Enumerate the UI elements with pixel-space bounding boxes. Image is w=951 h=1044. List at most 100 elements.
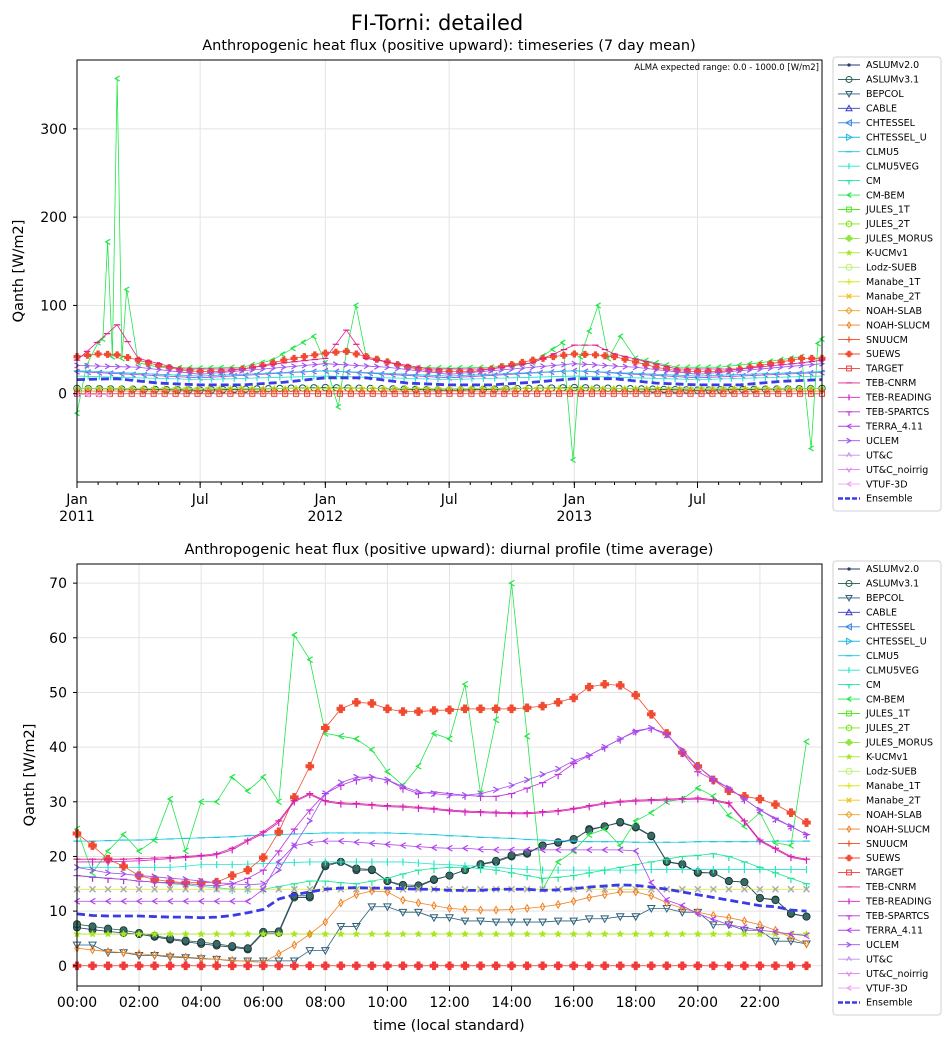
diurnal-point-aslumv3-1 (243, 944, 252, 953)
diurnal-series-uclem (73, 724, 810, 889)
timeseries-point-suews (269, 359, 277, 367)
diurnal-point-terra-4-11 (259, 885, 267, 893)
diurnal-point-uclem (229, 880, 236, 888)
diurnal-point-suews (243, 865, 253, 875)
diurnal-point-k-ucmv1 (647, 929, 656, 938)
diurnal-point-noah-slucm (617, 887, 623, 897)
diurnal-legend-entry-teb-spartcs: TEB-SPARTCS (838, 911, 929, 922)
diurnal-legend-entry-jules-2t: JULES_2T (838, 723, 910, 734)
diurnal-point-terra-4-11 (663, 896, 670, 904)
timeseries-point-target (358, 390, 365, 397)
diurnal-point-k-ucmv1 (724, 929, 733, 938)
diurnal-point-suews (181, 878, 190, 887)
timeseries-point-noah-slucm (326, 386, 332, 396)
diurnal-ytick-label: 10 (49, 904, 67, 920)
diurnal-point-suews (522, 703, 532, 713)
diurnal-point-k-ucmv1 (119, 929, 128, 938)
diurnal-point-target (150, 961, 159, 971)
diurnal-point-k-ucmv1 (523, 929, 532, 938)
timeseries-point-cm-bem (586, 327, 593, 335)
diurnal-point-uclem (570, 757, 578, 765)
timeseries-xtick-label: Jul (191, 492, 209, 508)
diurnal-point-suews (615, 681, 625, 690)
timeseries-point-uclem (673, 368, 680, 376)
timeseries-point-noah-slucm (655, 386, 661, 396)
diurnal-point-bepcol (382, 903, 392, 912)
diurnal-point-target (615, 961, 625, 971)
diurnal-legend-entry-ensemble: Ensemble (838, 998, 913, 1009)
timeseries-point-uclem (270, 365, 277, 372)
diurnal-point-noah-slucm (120, 948, 127, 958)
diurnal-point-noah-slucm (431, 901, 437, 911)
timeseries-line-ensemble (76, 376, 823, 387)
timeseries-point-target (545, 390, 552, 397)
diurnal-point-terra-4-11 (430, 844, 438, 852)
diurnal-legend-entry-manabe-2t: Manabe_2T (838, 795, 921, 806)
diurnal-point-aslumv3-1 (492, 856, 501, 865)
diurnal-point-suews (398, 707, 408, 716)
timeseries-point-target (380, 390, 387, 397)
diurnal-point-uclem (291, 842, 298, 849)
timeseries-point-target (731, 390, 738, 397)
diurnal-point-suews (305, 761, 315, 771)
timeseries-point-cm-bem (617, 333, 624, 340)
diurnal-point-cm-bem (430, 730, 438, 737)
timeseries-point-noah-slucm (775, 386, 781, 396)
timeseries-point-uclem (715, 369, 722, 376)
diurnal-point-noah-slucm (570, 896, 577, 906)
diurnal-point-cm (632, 864, 640, 870)
diurnal-xtick-label: 14:00 (491, 995, 531, 1011)
timeseries-point-uclem (405, 366, 412, 373)
diurnal-point-cm-bem (337, 732, 345, 740)
diurnal-point-cm (492, 869, 500, 875)
timeseries-point-noah-slucm (512, 386, 518, 396)
timeseries-point-noah-slucm (337, 386, 343, 396)
diurnal-point-suews (445, 705, 454, 715)
diurnal-point-k-ucmv1 (150, 929, 159, 938)
diurnal-point-target (181, 961, 190, 971)
diurnal-point-target (522, 961, 532, 971)
diurnal-legend-marker-noah-slucm (846, 825, 852, 834)
timeseries-panel: Anthropogenic heat flux (positive upward… (11, 38, 826, 525)
diurnal-point-terra-4-11 (446, 844, 453, 852)
timeseries-point-terra-4-11 (367, 370, 374, 377)
diurnal-point-teb-spartcs (539, 782, 547, 788)
timeseries-point-noah-slucm (677, 386, 683, 396)
timeseries-legend-marker-suews (845, 350, 853, 358)
timeseries-point-noah-slucm (173, 386, 179, 396)
timeseries-legend-entry-jules-morus: JULES_MORUS (838, 234, 933, 245)
diurnal-point-cm (787, 877, 795, 883)
timeseries-legend-entry-aslumv2-0: ASLUMv2.0 (838, 60, 919, 71)
diurnal-point-k-ucmv1 (693, 929, 702, 938)
diurnal-point-teb-spartcs (182, 883, 190, 889)
diurnal-point-cm (570, 874, 578, 881)
timeseries-point-noah-slucm (249, 386, 255, 396)
diurnal-point-uclem (710, 775, 717, 783)
timeseries-point-uclem (228, 368, 235, 375)
diurnal-xtick-label: 00:00 (57, 995, 97, 1011)
diurnal-point-target (305, 961, 315, 971)
diurnal-legend-entry-chtessel: CHTESSEL (838, 622, 916, 633)
timeseries-point-uclem (425, 368, 432, 376)
diurnal-point-cm (771, 872, 780, 878)
diurnal-line-teb-spartcs (76, 727, 807, 887)
diurnal-legend-entry-jules-1t: JULES_1T (838, 709, 910, 720)
timeseries-point-noah-slucm (644, 386, 650, 396)
diurnal-point-noah-slucm (508, 904, 515, 915)
timeseries-point-terra-4-11 (73, 368, 80, 375)
diurnal-point-suews (414, 707, 423, 716)
timeseries-ytick-label: 0 (58, 387, 67, 403)
diurnal-series-teb-reading (76, 791, 808, 866)
diurnal-point-k-ucmv1 (616, 929, 625, 938)
diurnal-point-manabe-1t (120, 885, 128, 893)
diurnal-point-k-ucmv1 (476, 929, 485, 938)
diurnal-point-aslumv3-1 (367, 865, 376, 874)
timeseries-legend-label-ut-c-noirrig: UT&C_noirrig (866, 465, 928, 476)
timeseries-legend-marker-k-ucmv1 (845, 249, 853, 256)
timeseries-point-noah-slucm (709, 386, 715, 396)
diurnal-legend-label-noah-slab: NOAH-SLAB (866, 810, 922, 821)
timeseries-point-uclem (74, 362, 81, 369)
diurnal-legend-label-terra-4-11: TERRA_4.11 (865, 925, 923, 936)
timeseries-point-vtuf-3d (84, 391, 91, 398)
timeseries-point-cm-bem (595, 302, 602, 309)
